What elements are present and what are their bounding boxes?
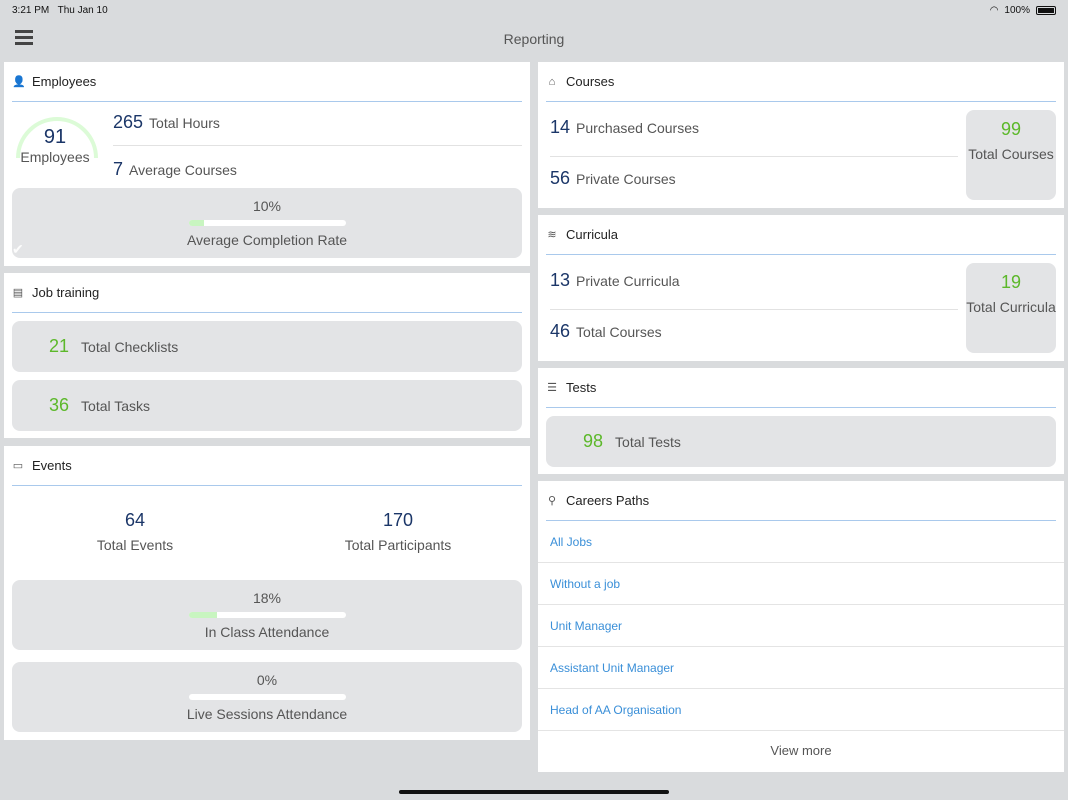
completion-rate-box: 10% Average Completion Rate ✔ [12, 188, 522, 258]
card-title: Curricula [566, 227, 619, 242]
wifi-icon: ◠ [989, 4, 999, 16]
total-curricula-value: 19 [1000, 272, 1022, 292]
view-more-button[interactable]: View more [770, 742, 832, 758]
live-sessions-box: 0% Live Sessions Attendance [12, 662, 522, 732]
career-path-item[interactable]: Head of AA Organisation [538, 689, 1064, 731]
live-sessions-label: Live Sessions Attendance [186, 706, 348, 722]
private-curricula-label: Private Curricula [576, 273, 680, 289]
completion-rate-label: Average Completion Rate [186, 232, 348, 248]
employees-gauge [16, 117, 98, 159]
employees-count-label: Employees [20, 149, 90, 165]
total-participants-value: 170 [382, 510, 414, 530]
avg-courses-label: Average Courses [129, 162, 237, 178]
tasks-label: Total Tasks [81, 397, 151, 414]
library-icon: ⌂ [548, 75, 556, 88]
clipboard-icon: ▤ [12, 287, 24, 299]
total-hours-label: Total Hours [149, 115, 220, 131]
total-hours-value: 265 [113, 112, 144, 132]
battery-percent: 100% [1004, 4, 1030, 16]
card-title: Employees [32, 74, 97, 89]
in-class-progress-bar [188, 612, 346, 618]
curricula-total-courses-label: Total Courses [576, 324, 662, 340]
curricula-card: ≋ Curricula 13 Private Curricula 46 Total C… [538, 215, 1064, 361]
private-courses-value: 56 [550, 168, 571, 188]
curricula-total-courses-value: 46 [550, 321, 571, 341]
total-curricula-label: Total Curricula [966, 299, 1056, 315]
career-path-item[interactable]: All Jobs [538, 521, 1064, 563]
card-title: Careers Paths [566, 493, 650, 508]
total-events-label: Total Events [96, 537, 174, 553]
total-curricula-box[interactable]: 19 Total Curricula [966, 263, 1056, 353]
total-courses-value: 99 [1000, 119, 1022, 139]
avg-courses-value: 7 [113, 159, 124, 179]
nav-bar: Reporting [0, 20, 1068, 58]
career-icon: ⚲ [547, 495, 557, 507]
home-indicator [399, 790, 669, 794]
books-icon: ≋ [547, 229, 557, 241]
test-icon: ☰ [547, 382, 557, 394]
tests-card: ☰ Tests 98 Total Tests [538, 368, 1064, 474]
checklists-label: Total Checklists [81, 338, 179, 355]
calendar-icon: ▭ [12, 460, 24, 472]
total-tests-label: Total Tests [615, 433, 681, 450]
status-bar: 3:21 PM Thu Jan 10 ◠ 100% [0, 0, 1068, 20]
checklists-box[interactable]: 21 Total Checklists [12, 321, 522, 372]
completion-progress-bar [188, 220, 346, 226]
total-tests-box[interactable]: 98 Total Tests [546, 416, 1056, 467]
card-title: Events [32, 458, 72, 473]
status-date: Thu Jan 10 [57, 4, 108, 16]
private-curricula-value: 13 [550, 270, 571, 290]
total-events-value: 64 [124, 510, 146, 530]
events-card: ▭ Events 64 Total Events 170 Total Partic… [4, 446, 530, 740]
private-courses-label: Private Courses [576, 171, 676, 187]
employees-card: 👤 Employees 91 Employees 265 Total Hours 7… [4, 62, 530, 266]
job-training-card: ▤ Job training 21 Total Checklists 36 Total… [4, 273, 530, 438]
check-icon: ✔ [12, 241, 24, 257]
career-path-item[interactable]: Without a job [538, 563, 1064, 605]
live-sessions-value: 0% [256, 672, 278, 688]
career-path-item[interactable]: Unit Manager [538, 605, 1064, 647]
careers-card: ⚲ Careers Paths All Jobs Without a job Unit… [538, 481, 1064, 772]
card-title: Job training [32, 285, 100, 300]
live-sessions-progress-bar [188, 694, 346, 700]
card-title: Tests [566, 380, 597, 395]
career-path-item[interactable]: Assistant Unit Manager [538, 647, 1064, 689]
battery-icon [1036, 5, 1056, 15]
in-class-value: 18% [252, 590, 282, 606]
page-title: Reporting [503, 31, 565, 47]
purchased-courses-label: Purchased Courses [576, 120, 699, 136]
total-participants-label: Total Participants [344, 537, 452, 553]
total-tests-value: 98 [583, 431, 604, 451]
card-title: Courses [566, 74, 615, 89]
courses-card: ⌂ Courses 14 Purchased Courses 56 Private C… [538, 62, 1064, 208]
completion-rate-value: 10% [252, 198, 282, 214]
status-time: 3:21 PM [12, 4, 50, 16]
tasks-value: 36 [49, 395, 70, 415]
tasks-box[interactable]: 36 Total Tasks [12, 380, 522, 431]
checklists-value: 21 [49, 336, 70, 356]
employees-count: 91 [43, 126, 67, 148]
total-courses-box[interactable]: 99 Total Courses [966, 110, 1056, 200]
purchased-courses-value: 14 [550, 117, 571, 137]
menu-icon[interactable] [15, 30, 33, 45]
in-class-label: In Class Attendance [204, 624, 330, 640]
in-class-box: 18% In Class Attendance [12, 580, 522, 650]
total-courses-label: Total Courses [968, 146, 1054, 162]
user-icon: 👤 [12, 76, 26, 88]
